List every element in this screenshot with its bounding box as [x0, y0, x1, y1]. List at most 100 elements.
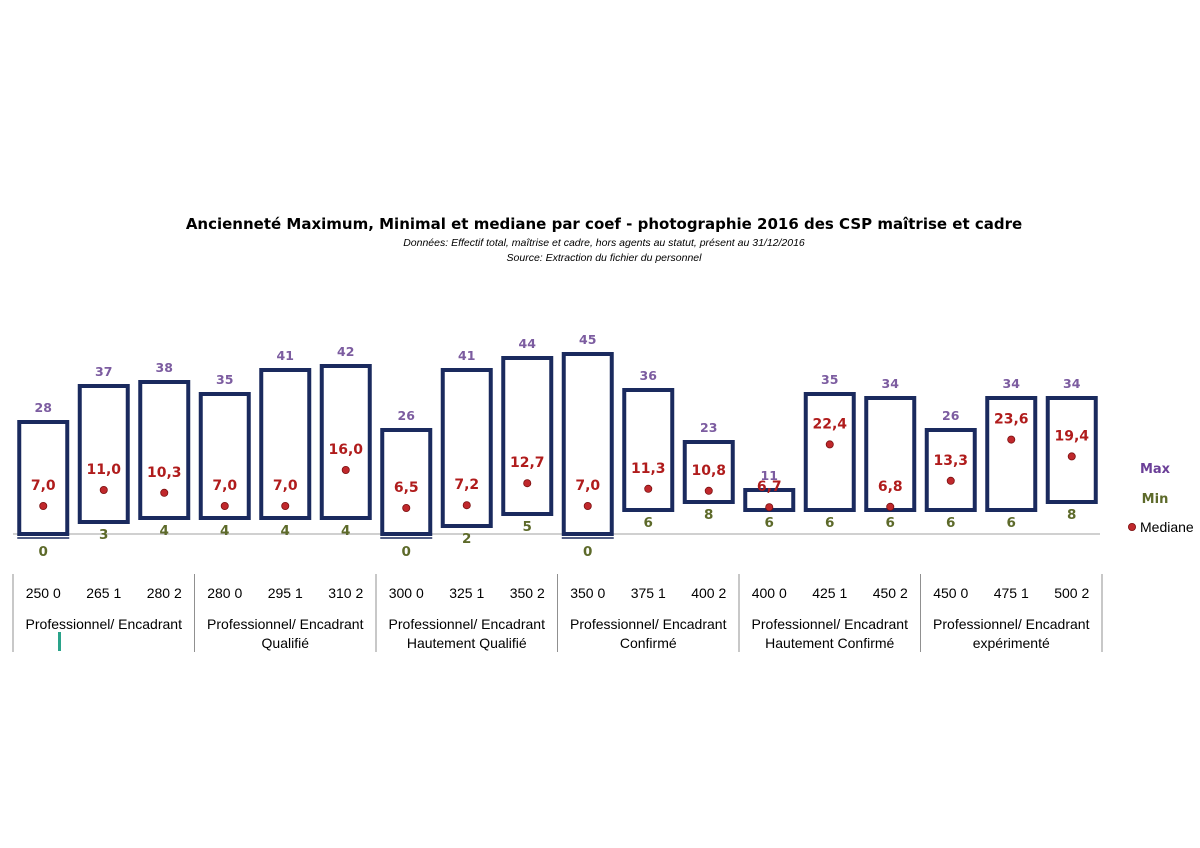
- chart-title: Ancienneté Maximum, Minimal et mediane p…: [186, 215, 1022, 233]
- range-box: [985, 396, 1038, 512]
- range-box: [440, 368, 493, 528]
- median-value-label: 11,3: [631, 461, 666, 477]
- range-box: [924, 428, 977, 512]
- range-box: [138, 380, 191, 520]
- group-label-line: Confirmé: [620, 635, 677, 651]
- min-value-label: 2: [462, 531, 471, 547]
- median-value-label: 10,8: [691, 463, 726, 479]
- median-marker: [39, 501, 48, 510]
- median-value-label: 23,6: [994, 412, 1029, 428]
- median-marker: [402, 503, 411, 512]
- median-value-label: 7,2: [454, 477, 479, 493]
- min-value-label: 8: [1067, 507, 1076, 523]
- min-value-label: 0: [39, 544, 48, 560]
- category-tick-label: 500 2: [1054, 585, 1089, 601]
- group-label-line: Professionnel/ Encadrant: [207, 616, 364, 632]
- median-marker: [99, 485, 108, 494]
- max-value-label: 41: [277, 348, 294, 363]
- min-value-label: 4: [160, 523, 169, 539]
- category-tick-label: 350 2: [510, 585, 545, 601]
- min-value-label: 4: [281, 523, 290, 539]
- max-value-label: 42: [337, 344, 354, 359]
- min-value-label: 6: [946, 515, 955, 531]
- group-label-line: Professionnel/ Encadrant: [26, 616, 183, 632]
- median-marker: [644, 484, 653, 493]
- range-box: [17, 420, 70, 536]
- max-value-label: 41: [458, 348, 475, 363]
- legend: Max Min Mediane: [1128, 462, 1194, 535]
- median-value-label: 12,7: [510, 455, 545, 471]
- min-value-label: 4: [220, 523, 229, 539]
- group-label-line: Hautement Qualifié: [407, 635, 527, 651]
- max-value-label: 35: [216, 372, 233, 387]
- tick-mark: [58, 632, 61, 651]
- category-tick-label: 325 1: [449, 585, 484, 601]
- category-tick-label: 450 0: [933, 585, 968, 601]
- range-box: [1045, 396, 1098, 504]
- category-tick-label: 475 1: [994, 585, 1029, 601]
- min-value-label: 6: [1007, 515, 1016, 531]
- max-value-label: 11: [761, 468, 778, 483]
- max-value-label: 45: [579, 332, 596, 347]
- median-marker: [160, 488, 169, 497]
- category-tick-label: 250 0: [26, 585, 61, 601]
- range-box: [561, 352, 614, 536]
- median-value-label: 7,0: [575, 478, 600, 494]
- category-tick-label: 265 1: [86, 585, 121, 601]
- median-marker: [704, 486, 713, 495]
- median-value-label: 7,0: [31, 478, 56, 494]
- median-value-label: 6,8: [878, 479, 903, 495]
- range-box: [198, 392, 251, 520]
- max-value-label: 26: [942, 408, 960, 423]
- max-value-label: 37: [95, 364, 112, 379]
- category-tick-label: 280 0: [207, 585, 242, 601]
- median-value-label: 6,5: [394, 480, 419, 496]
- median-marker: [220, 501, 229, 510]
- max-value-label: 38: [156, 360, 173, 375]
- median-value-label: 16,0: [328, 442, 363, 458]
- median-marker: [946, 476, 955, 485]
- min-value-label: 5: [523, 519, 532, 535]
- group-label-line: expérimenté: [973, 635, 1050, 651]
- group-label-line: Qualifié: [262, 635, 310, 651]
- group-label-line: Professionnel/ Encadrant: [389, 616, 546, 632]
- min-value-label: 0: [583, 544, 592, 560]
- min-value-label: 0: [402, 544, 411, 560]
- max-value-label: 44: [519, 336, 537, 351]
- median-value-label: 7,0: [273, 478, 298, 494]
- median-value-label: 7,0: [212, 478, 237, 494]
- median-marker: [825, 440, 834, 449]
- category-tick-label: 295 1: [268, 585, 303, 601]
- median-value-label: 19,4: [1054, 428, 1089, 444]
- group-label-line: Professionnel/ Encadrant: [752, 616, 909, 632]
- median-marker: [886, 502, 895, 511]
- median-marker: [523, 479, 532, 488]
- plot-area: 2807,037311,038410,33547,04147,042416,02…: [13, 332, 1100, 560]
- range-box: [682, 440, 735, 504]
- min-value-label: 8: [704, 507, 713, 523]
- median-value-label: 11,0: [86, 462, 121, 478]
- median-marker: [341, 465, 350, 474]
- chart-subtitle-line-2: Source: Extraction du fichier du personn…: [507, 252, 703, 264]
- min-value-label: 6: [825, 515, 834, 531]
- category-tick-label: 280 2: [147, 585, 182, 601]
- min-value-label: 3: [99, 527, 108, 543]
- x-axis: 250 0 265 1 280 2 280 0 295 1 310 2 300 0 325 1…: [12, 574, 1103, 652]
- group-label-line: Hautement Confirmé: [765, 635, 894, 651]
- max-value-label: 35: [821, 372, 838, 387]
- legend-max: Max: [1140, 462, 1171, 477]
- median-marker: [583, 501, 592, 510]
- median-value-label: 10,3: [147, 465, 182, 481]
- median-marker: [1067, 452, 1076, 461]
- median-value-label: 22,4: [812, 416, 847, 432]
- median-value-label: 6,7: [757, 479, 782, 495]
- min-value-label: 6: [765, 515, 774, 531]
- category-tick-label: 310 2: [328, 585, 363, 601]
- median-marker: [281, 501, 290, 510]
- category-tick-label: 450 2: [873, 585, 908, 601]
- max-value-label: 23: [700, 420, 717, 435]
- max-value-label: 34: [1063, 376, 1081, 391]
- category-tick-label: 375 1: [631, 585, 666, 601]
- category-tick-label: 425 1: [812, 585, 847, 601]
- max-value-label: 26: [398, 408, 416, 423]
